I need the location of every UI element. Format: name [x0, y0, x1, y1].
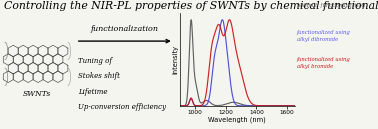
- Text: functionalized using
alkyl bromide: functionalized using alkyl bromide: [297, 57, 350, 69]
- Text: without  functionalization: without functionalization: [297, 3, 365, 8]
- Text: Lifetime: Lifetime: [78, 88, 107, 96]
- Text: SWNTs: SWNTs: [23, 90, 51, 98]
- Text: functionalized using
alkyl dibromide: functionalized using alkyl dibromide: [297, 30, 350, 42]
- Text: functionalization: functionalization: [91, 25, 159, 33]
- Text: Stokes shift: Stokes shift: [78, 72, 120, 80]
- Text: Tuning of: Tuning of: [78, 57, 112, 65]
- Text: Controlling the NIR-PL properties of SWNTs by chemical functionalization: Controlling the NIR-PL properties of SWN…: [4, 1, 378, 11]
- Y-axis label: Intensity: Intensity: [172, 45, 178, 74]
- Text: Up-conversion efficiency: Up-conversion efficiency: [78, 103, 166, 111]
- X-axis label: Wavelength (nm): Wavelength (nm): [208, 116, 266, 123]
